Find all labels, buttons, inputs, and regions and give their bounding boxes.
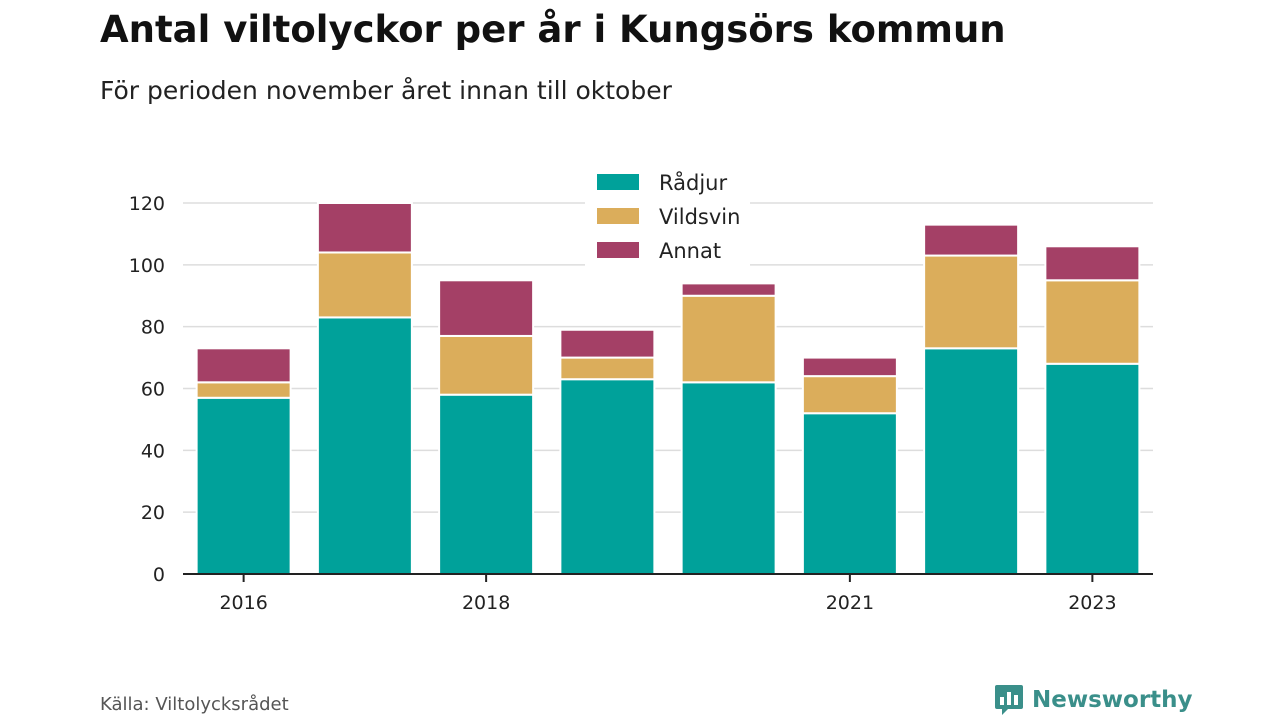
- bar-segment: [316, 316, 413, 575]
- legend-label: Annat: [659, 239, 721, 263]
- brand-name: Newsworthy: [1032, 687, 1193, 713]
- bar-segment: [559, 378, 656, 575]
- bar-segment: [680, 282, 777, 297]
- y-tick-label: 100: [129, 255, 165, 277]
- bars: [195, 202, 1141, 576]
- y-tick-label: 120: [129, 193, 165, 215]
- bar-segment: [1044, 279, 1141, 365]
- bar-segment: [680, 294, 777, 384]
- x-tick-label: 2023: [1068, 592, 1116, 614]
- newsworthy-logo: Newsworthy: [994, 683, 1193, 717]
- bar-segment: [438, 334, 535, 396]
- bar-segment: [559, 328, 656, 359]
- x-tick-label: 2016: [219, 592, 267, 614]
- bar-segment: [923, 254, 1020, 350]
- bar-segment: [923, 223, 1020, 257]
- bar-segment: [559, 356, 656, 381]
- chart-subtitle: För perioden november året innan till ok…: [100, 76, 672, 105]
- legend-label: Vildsvin: [659, 205, 740, 229]
- axes: 0 20 40 60 80 100 120 2016 2018 2021 2023: [129, 193, 1153, 614]
- bar-segment: [923, 347, 1020, 575]
- bar-segment: [438, 279, 535, 337]
- legend: Rådjur Vildsvin Annat: [585, 166, 750, 266]
- bar-segment: [195, 381, 292, 399]
- bar-segment: [1044, 362, 1141, 575]
- bar-segment: [801, 375, 898, 415]
- bar-segment: [316, 202, 413, 254]
- bar-segment: [316, 251, 413, 319]
- legend-label: Rådjur: [659, 170, 727, 195]
- y-tick-label: 60: [141, 379, 165, 401]
- bar-segment: [1044, 245, 1141, 282]
- x-tick-label: 2021: [826, 592, 874, 614]
- bar-segment: [438, 393, 535, 575]
- bar-segment: [195, 347, 292, 384]
- y-tick-label: 80: [141, 317, 165, 339]
- chart-title: Antal viltolyckor per år i Kungsörs komm…: [100, 8, 1006, 51]
- legend-swatch: [597, 174, 639, 190]
- y-tick-label: 40: [141, 440, 165, 462]
- source-note: Källa: Viltolycksrådet: [100, 694, 289, 715]
- legend-swatch: [597, 242, 639, 258]
- bar-segment: [680, 381, 777, 576]
- y-tick-label: 20: [141, 502, 165, 524]
- x-tick-label: 2018: [462, 592, 510, 614]
- y-tick-label: 0: [153, 564, 165, 586]
- bar-segment: [195, 396, 292, 575]
- bar-segment: [801, 356, 898, 378]
- newsworthy-logo-icon: [995, 685, 1023, 715]
- legend-swatch: [597, 208, 639, 224]
- bar-segment: [801, 412, 898, 575]
